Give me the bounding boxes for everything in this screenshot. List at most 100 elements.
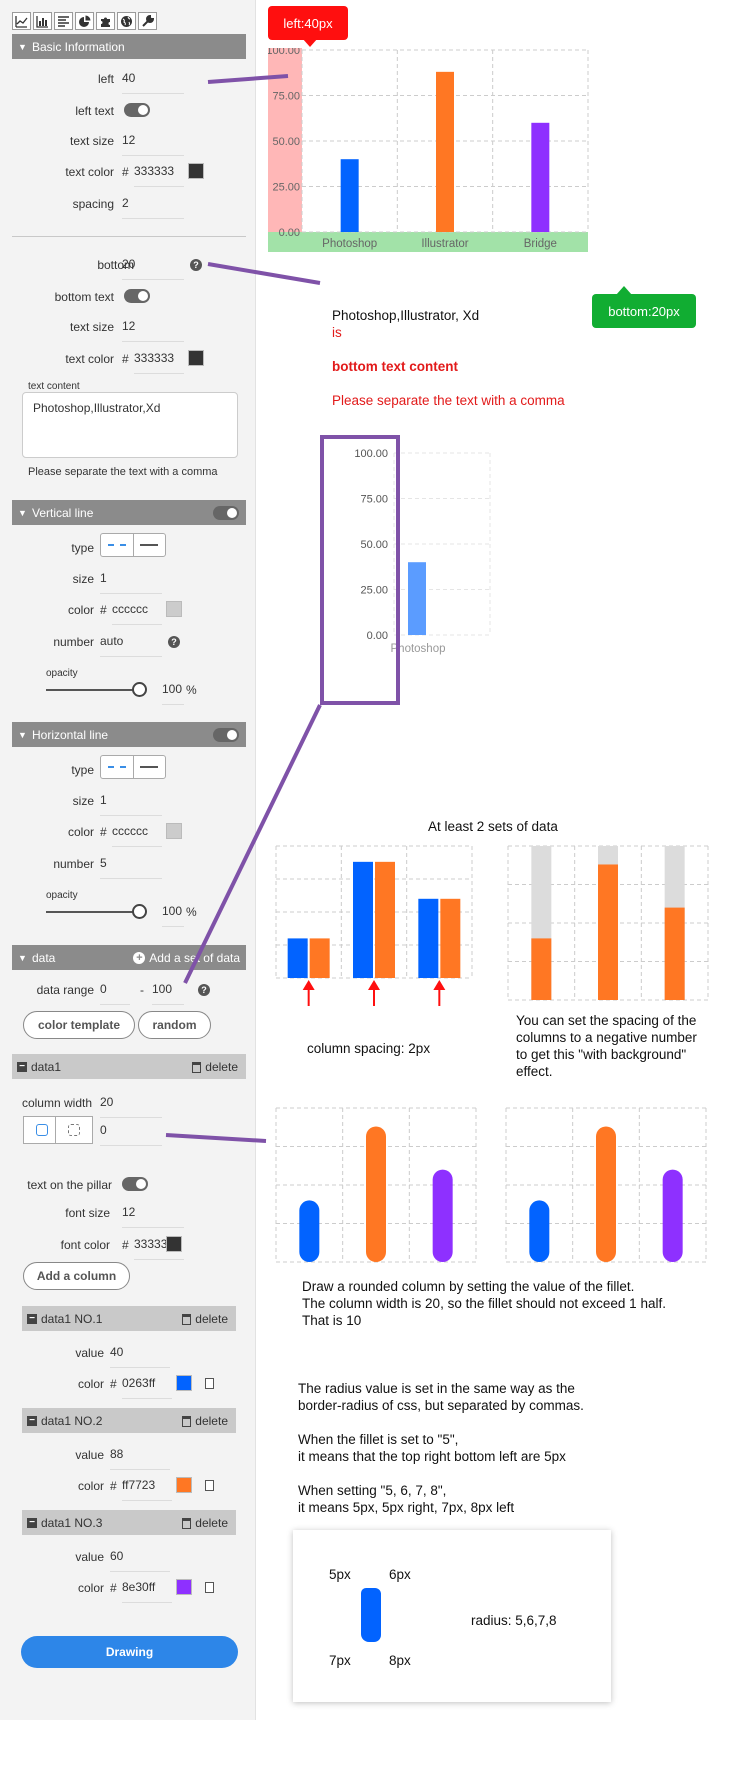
copy-icon[interactable] bbox=[205, 1477, 219, 1491]
add-column-button[interactable]: Add a column bbox=[23, 1262, 130, 1290]
horizontal-line-toggle[interactable] bbox=[213, 728, 239, 742]
bottom-text-title: bottom text content bbox=[332, 359, 458, 374]
font-size-input[interactable]: 12 bbox=[122, 1204, 184, 1228]
collapse-icon[interactable]: − bbox=[27, 1517, 37, 1528]
horizontal-number-input[interactable]: 5 bbox=[100, 855, 162, 879]
bar-chart-two-sets bbox=[275, 845, 473, 1006]
bottom-text-color-input[interactable]: 333333 bbox=[134, 350, 184, 374]
vertical-type-segment[interactable] bbox=[100, 533, 166, 557]
delete-column-button[interactable]: delete bbox=[182, 1516, 228, 1530]
horizontal-color-swatch[interactable] bbox=[166, 823, 182, 839]
data-set-header[interactable]: − data1 delete bbox=[12, 1054, 246, 1079]
data-range-min-input[interactable]: 0 bbox=[100, 981, 130, 1005]
column-header[interactable]: − data1 NO.3 delete bbox=[22, 1510, 236, 1535]
tab-bar-chart[interactable] bbox=[33, 12, 52, 30]
delete-column-button[interactable]: delete bbox=[182, 1312, 228, 1326]
data-range-max-input[interactable]: 100 bbox=[152, 981, 184, 1005]
copy-icon[interactable] bbox=[205, 1579, 219, 1593]
section-horizontal-line[interactable]: ▼ Horizontal line bbox=[12, 722, 246, 747]
help-icon[interactable]: ? bbox=[190, 259, 202, 271]
left-text-size-input[interactable]: 12 bbox=[122, 132, 184, 156]
horizontal-opacity-slider[interactable] bbox=[132, 904, 147, 919]
x-tick-label: Bridge bbox=[524, 238, 557, 250]
vertical-line-toggle[interactable] bbox=[213, 506, 239, 520]
text-content-textarea[interactable]: Photoshop,Illustrator,Xd bbox=[22, 392, 238, 458]
left-text-color-input[interactable]: 333333 bbox=[134, 163, 184, 187]
spacing-input[interactable]: 2 bbox=[122, 195, 184, 219]
left-input[interactable]: 40 bbox=[122, 70, 184, 94]
solid-line-option[interactable] bbox=[132, 534, 166, 556]
section-data[interactable]: ▼ data + Add a set of data bbox=[12, 945, 246, 970]
column-value-input[interactable]: 88 bbox=[110, 1446, 170, 1470]
radius-example-card: 5px 6px 7px 8px radius: 5,6,7,8 bbox=[293, 1530, 611, 1702]
bottom-text-toggle[interactable] bbox=[124, 289, 150, 303]
column-width-input[interactable]: 20 bbox=[100, 1094, 162, 1118]
copy-icon[interactable] bbox=[205, 1375, 219, 1389]
collapse-icon[interactable]: − bbox=[27, 1313, 37, 1324]
bottom-text-color-swatch[interactable] bbox=[188, 350, 204, 366]
grid bbox=[275, 845, 473, 979]
left-text-toggle[interactable] bbox=[124, 103, 150, 117]
column-header[interactable]: − data1 NO.1 delete bbox=[22, 1306, 236, 1331]
value-label: value bbox=[75, 1448, 104, 1462]
fillet-uniform-option[interactable] bbox=[23, 1116, 61, 1144]
fillet-custom-option[interactable] bbox=[55, 1116, 93, 1144]
delete-column-button[interactable]: delete bbox=[182, 1414, 228, 1428]
delete-data-set-button[interactable]: delete bbox=[192, 1060, 238, 1074]
value-label: value bbox=[75, 1346, 104, 1360]
tab-bar bbox=[12, 12, 159, 30]
vertical-opacity-track[interactable] bbox=[46, 689, 138, 691]
horizontal-size-input[interactable]: 1 bbox=[100, 792, 162, 816]
column-title: data1 NO.1 bbox=[41, 1311, 103, 1326]
rounded-square-icon bbox=[36, 1124, 48, 1136]
column-color-input[interactable]: 0263ff bbox=[122, 1375, 172, 1399]
column-color-swatch[interactable] bbox=[176, 1375, 192, 1391]
font-color-swatch[interactable] bbox=[166, 1236, 182, 1252]
font-color-input[interactable]: 333333 bbox=[134, 1236, 184, 1260]
vertical-color-swatch[interactable] bbox=[166, 601, 182, 617]
vertical-color-input[interactable]: cccccc bbox=[112, 601, 162, 625]
column-color-swatch[interactable] bbox=[176, 1579, 192, 1595]
tab-pie-chart[interactable] bbox=[75, 12, 94, 30]
random-button[interactable]: random bbox=[138, 1011, 211, 1039]
collapse-icon[interactable]: − bbox=[17, 1061, 27, 1072]
tab-globe[interactable] bbox=[117, 12, 136, 30]
section-title: Basic Information bbox=[32, 39, 125, 54]
dashed-line-option[interactable] bbox=[101, 534, 133, 556]
section-basic-information[interactable]: ▼ Basic Information bbox=[12, 34, 246, 59]
add-data-set-button[interactable]: + Add a set of data bbox=[133, 951, 240, 965]
column-color-swatch[interactable] bbox=[176, 1477, 192, 1493]
dashed-line-option[interactable] bbox=[101, 756, 133, 778]
tab-puzzle[interactable] bbox=[96, 12, 115, 30]
tab-line-chart[interactable] bbox=[12, 12, 31, 30]
vertical-opacity-input[interactable]: 100 bbox=[162, 681, 184, 705]
left-text-color-swatch[interactable] bbox=[188, 163, 204, 179]
horizontal-type-segment[interactable] bbox=[100, 755, 166, 779]
horizontal-color-input[interactable]: cccccc bbox=[112, 823, 162, 847]
font-size-label: font size bbox=[65, 1206, 110, 1220]
bar bbox=[440, 898, 461, 978]
section-vertical-line[interactable]: ▼ Vertical line bbox=[12, 500, 246, 525]
fillet-input[interactable]: 0 bbox=[100, 1122, 162, 1146]
column-value-input[interactable]: 60 bbox=[110, 1548, 170, 1572]
horizontal-opacity-input[interactable]: 100 bbox=[162, 903, 184, 927]
color-template-button[interactable]: color template bbox=[23, 1011, 135, 1039]
column-color-input[interactable]: ff7723 bbox=[122, 1477, 172, 1501]
horizontal-opacity-track[interactable] bbox=[46, 911, 138, 913]
collapse-icon[interactable]: − bbox=[27, 1415, 37, 1426]
tab-text[interactable] bbox=[54, 12, 73, 30]
tab-wrench[interactable] bbox=[138, 12, 157, 30]
text-on-pillar-toggle[interactable] bbox=[122, 1177, 148, 1191]
drawing-button[interactable]: Drawing bbox=[21, 1636, 238, 1668]
column-header[interactable]: − data1 NO.2 delete bbox=[22, 1408, 236, 1433]
column-value-input[interactable]: 40 bbox=[110, 1344, 170, 1368]
vertical-number-input[interactable]: auto bbox=[100, 633, 162, 657]
bottom-text-size-input[interactable]: 12 bbox=[122, 318, 184, 342]
vertical-size-input[interactable]: 1 bbox=[100, 570, 162, 594]
bottom-input[interactable]: 20 bbox=[122, 256, 184, 280]
column-color-input[interactable]: 8e30ff bbox=[122, 1579, 172, 1603]
help-icon[interactable]: ? bbox=[168, 636, 180, 648]
help-icon[interactable]: ? bbox=[198, 984, 210, 996]
solid-line-option[interactable] bbox=[132, 756, 166, 778]
vertical-opacity-slider[interactable] bbox=[132, 682, 147, 697]
